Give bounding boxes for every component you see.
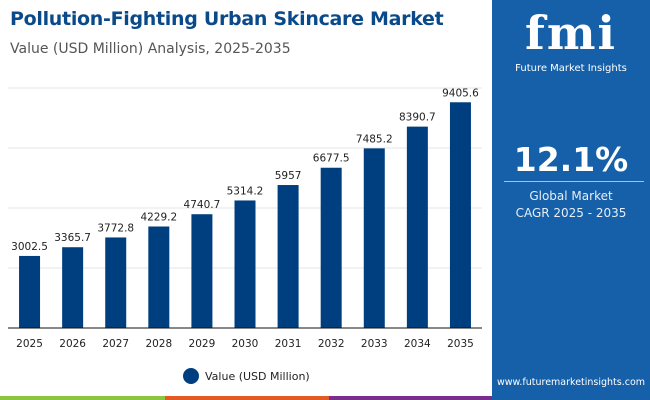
chart-title: Pollution-Fighting Urban Skincare Market — [10, 8, 444, 30]
data-label: 4740.7 — [184, 199, 221, 211]
bar — [406, 126, 428, 328]
cagr-period: CAGR 2025 - 2035 — [515, 206, 627, 220]
legend-swatch — [183, 368, 199, 384]
fmi-logo: fmi — [525, 6, 617, 60]
data-label: 7485.2 — [356, 133, 393, 145]
bar — [105, 237, 127, 328]
strip-orange — [165, 396, 329, 400]
bar — [191, 214, 213, 328]
data-label: 9405.6 — [442, 87, 479, 99]
x-tick-label: 2030 — [232, 338, 259, 350]
data-label: 5314.2 — [227, 185, 264, 197]
cagr-label: Global Market — [529, 189, 613, 203]
bar — [449, 102, 471, 329]
cagr-value: 12.1% — [513, 140, 629, 179]
data-label: 3772.8 — [97, 222, 134, 234]
x-tick-label: 2028 — [145, 338, 172, 350]
x-tick-label: 2035 — [447, 338, 474, 350]
legend-label: Value (USD Million) — [205, 369, 310, 383]
x-tick-label: 2031 — [275, 338, 302, 350]
bar — [148, 226, 170, 328]
data-label: 4229.2 — [140, 211, 177, 223]
chart-subtitle: Value (USD Million) Analysis, 2025-2035 — [10, 41, 291, 57]
x-tick-label: 2025 — [16, 338, 43, 350]
strip-purple — [329, 396, 492, 400]
data-label: 6677.5 — [313, 153, 350, 165]
bar — [277, 185, 299, 328]
x-tick-label: 2029 — [189, 338, 216, 350]
bar — [19, 255, 41, 328]
website-link[interactable]: www.futuremarketinsights.com — [496, 377, 646, 388]
bar — [62, 247, 84, 328]
x-tick-label: 2032 — [318, 338, 345, 350]
info-panel: fmi Future Market Insights 12.1% Global … — [492, 0, 650, 400]
bar — [234, 200, 256, 328]
data-label: 3365.7 — [54, 232, 91, 244]
data-label: 5957 — [275, 170, 302, 182]
data-label: 3002.5 — [11, 241, 48, 253]
legend: Value (USD Million) — [183, 368, 310, 384]
bar-chart: 3002.5 2025 3365.7 2026 3772.8 2027 4229.2 2028… — [8, 87, 482, 350]
bar — [363, 148, 385, 328]
strip-green — [0, 396, 165, 400]
x-tick-label: 2033 — [361, 338, 388, 350]
x-tick-label: 2034 — [404, 338, 431, 350]
logo-subtitle: Future Market Insights — [515, 63, 627, 74]
x-tick-label: 2027 — [102, 338, 129, 350]
data-label: 8390.7 — [399, 112, 436, 124]
divider — [504, 181, 644, 182]
x-tick-label: 2026 — [59, 338, 86, 350]
bar — [320, 167, 342, 328]
